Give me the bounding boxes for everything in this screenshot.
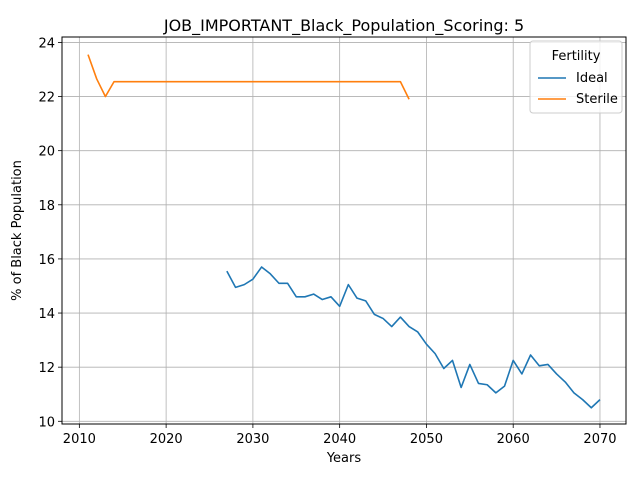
x-tick-label: 2040 — [323, 432, 356, 447]
x-axis: 2010 2020 2030 2040 2050 2060 2070 — [63, 424, 617, 447]
x-tick-label: 2010 — [63, 432, 96, 447]
y-tick-label: 18 — [38, 199, 55, 214]
x-tick-label: 2030 — [236, 432, 269, 447]
legend-label-ideal: Ideal — [576, 71, 608, 86]
y-tick-label: 24 — [38, 36, 55, 51]
legend-label-sterile: Sterile — [576, 92, 618, 107]
y-tick-label: 22 — [38, 91, 55, 106]
x-tick-label: 2060 — [497, 432, 530, 447]
grid-lines — [62, 37, 626, 424]
y-tick-label: 14 — [38, 307, 55, 322]
x-tick-label: 2070 — [583, 432, 616, 447]
series-layer — [87, 54, 601, 409]
legend-box — [529, 40, 623, 114]
y-axis-label: % of Black Population — [10, 160, 25, 301]
series-line-ideal — [226, 266, 601, 409]
y-tick-label: 16 — [38, 253, 55, 268]
y-tick-label: 20 — [38, 145, 55, 160]
y-tick-label: 10 — [38, 415, 55, 430]
series-line-sterile — [87, 54, 410, 100]
x-tick-label: 2020 — [150, 432, 183, 447]
x-axis-label: Years — [326, 451, 362, 466]
plot-frame — [61, 36, 627, 425]
y-tick-label: 12 — [38, 361, 55, 376]
chart-title: JOB_IMPORTANT_Black_Population_Scoring: … — [163, 16, 524, 36]
x-tick-label: 2050 — [410, 432, 443, 447]
legend-title: Fertility — [552, 49, 601, 64]
y-axis: 10 12 14 16 18 20 22 24 — [38, 36, 62, 430]
legend: Fertility Ideal Sterile — [529, 40, 623, 114]
